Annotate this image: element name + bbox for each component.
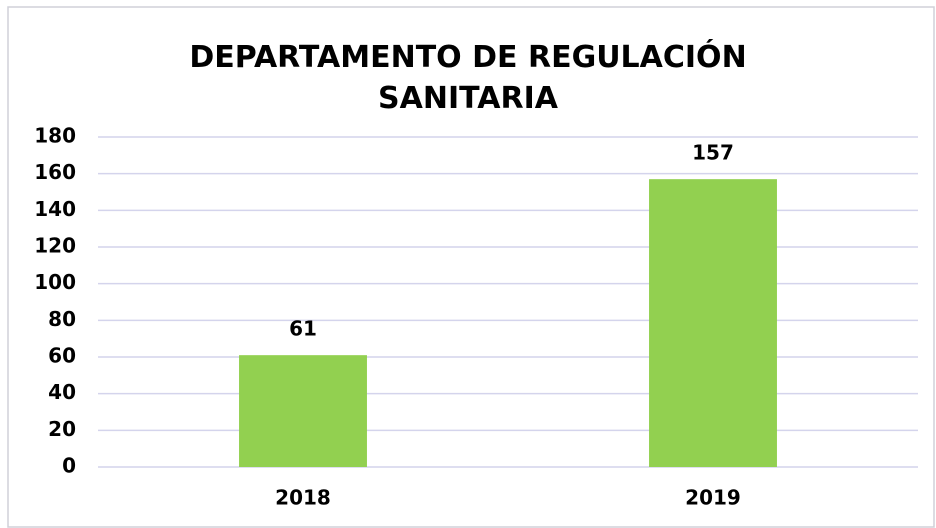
y-tick-label: 40 (48, 380, 76, 404)
bar (649, 179, 777, 467)
y-tick-label: 80 (48, 307, 76, 331)
chart-border (7, 6, 935, 528)
y-tick-label: 140 (34, 197, 76, 221)
y-tick-label: 100 (34, 270, 76, 294)
data-label: 157 (692, 141, 734, 165)
y-tick-label: 0 (62, 454, 76, 478)
x-tick-label: 2019 (685, 486, 741, 510)
y-tick-label: 160 (34, 160, 76, 184)
y-tick-label: 60 (48, 344, 76, 368)
y-tick-label: 120 (34, 234, 76, 258)
chart-title: DEPARTAMENTO DE REGULACIÓN SANITARIA (189, 40, 747, 116)
bar (239, 355, 367, 467)
x-tick-label: 2018 (275, 486, 331, 510)
y-tick-label: 20 (48, 417, 76, 441)
data-label: 61 (289, 317, 317, 341)
y-tick-label: 180 (34, 124, 76, 148)
